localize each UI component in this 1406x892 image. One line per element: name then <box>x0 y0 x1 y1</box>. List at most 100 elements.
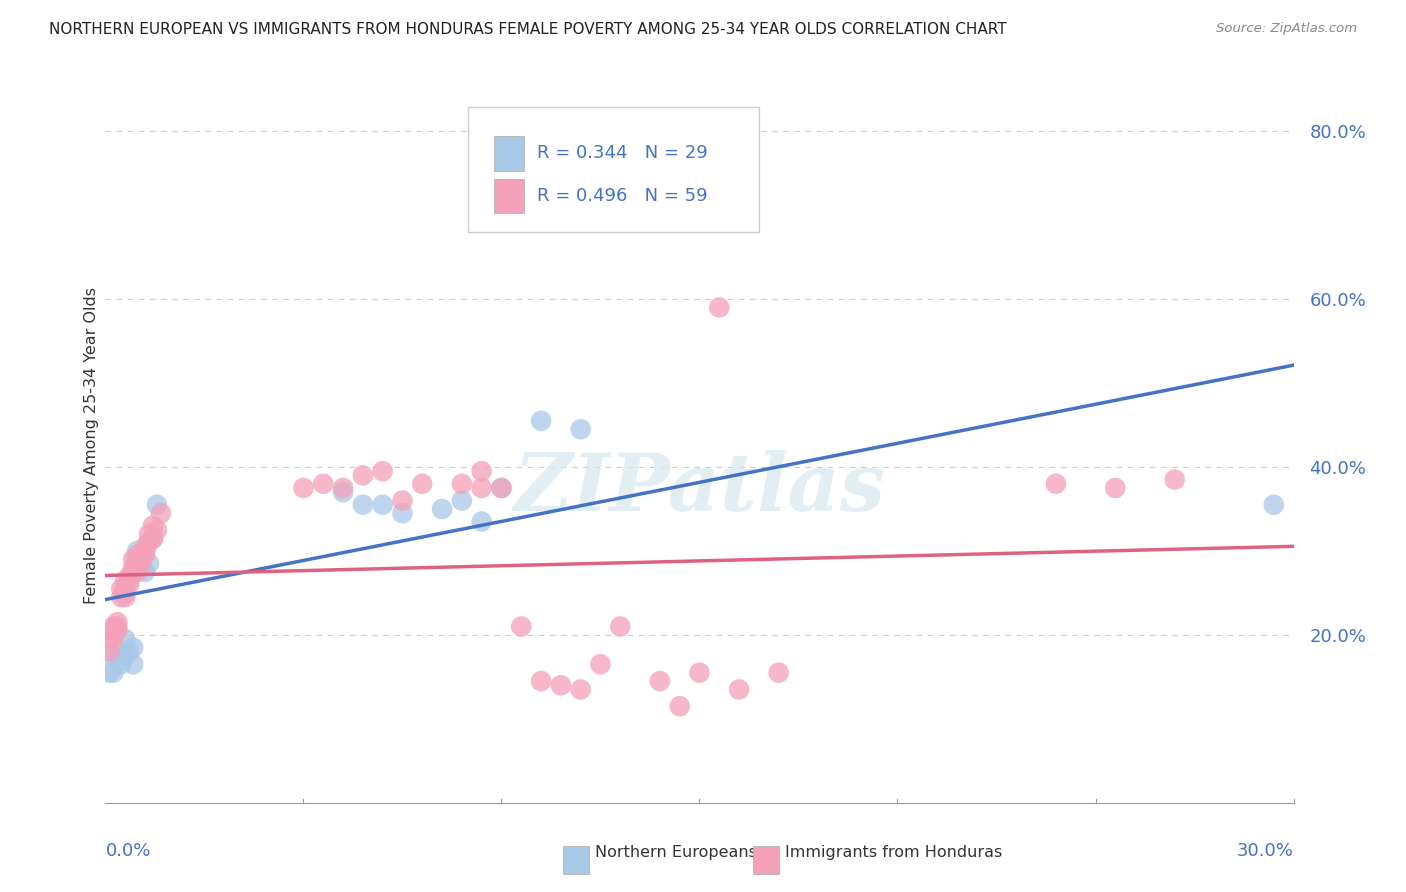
Point <box>114 648 136 663</box>
Point <box>127 544 149 558</box>
Point <box>1104 481 1126 495</box>
Point <box>103 619 125 633</box>
Point <box>450 476 472 491</box>
Point <box>450 493 472 508</box>
Point <box>118 574 141 588</box>
Point <box>530 674 553 689</box>
Point <box>98 645 121 659</box>
Point <box>1263 498 1285 512</box>
Point <box>430 502 453 516</box>
Point <box>352 468 374 483</box>
Point <box>768 665 790 680</box>
Point <box>312 476 335 491</box>
Point <box>142 518 165 533</box>
Point <box>648 674 671 689</box>
Point <box>103 624 125 638</box>
Point <box>103 665 125 680</box>
Point <box>1045 476 1067 491</box>
Point <box>352 498 374 512</box>
Text: 30.0%: 30.0% <box>1237 842 1294 860</box>
Point <box>114 574 136 588</box>
Text: Source: ZipAtlas.com: Source: ZipAtlas.com <box>1216 22 1357 36</box>
Point <box>138 527 160 541</box>
Point <box>550 678 572 692</box>
Point <box>510 619 533 633</box>
Point <box>371 464 394 478</box>
Point <box>530 414 553 428</box>
Point <box>118 577 141 591</box>
Point <box>149 506 172 520</box>
Point <box>134 544 156 558</box>
Point <box>142 532 165 546</box>
Text: ZIPatlas: ZIPatlas <box>513 450 886 527</box>
Text: 0.0%: 0.0% <box>105 842 150 860</box>
Point <box>569 422 592 436</box>
Point <box>491 481 513 495</box>
Point <box>589 657 612 672</box>
Point <box>142 532 165 546</box>
Point <box>146 498 169 512</box>
FancyBboxPatch shape <box>562 846 589 874</box>
Point <box>668 699 690 714</box>
Point <box>105 615 128 630</box>
Point <box>146 523 169 537</box>
Point <box>122 657 145 672</box>
Point <box>127 565 149 579</box>
Point <box>491 481 513 495</box>
Point <box>103 648 125 663</box>
Point <box>114 632 136 646</box>
Point <box>122 640 145 655</box>
Point <box>127 560 149 574</box>
Point <box>122 552 145 566</box>
Point <box>471 515 494 529</box>
Text: NORTHERN EUROPEAN VS IMMIGRANTS FROM HONDURAS FEMALE POVERTY AMONG 25-34 YEAR OL: NORTHERN EUROPEAN VS IMMIGRANTS FROM HON… <box>49 22 1007 37</box>
Point <box>98 665 121 680</box>
Point <box>127 557 149 571</box>
Point <box>689 665 711 680</box>
Point <box>105 648 128 663</box>
Point <box>292 481 315 495</box>
FancyBboxPatch shape <box>494 179 523 213</box>
FancyBboxPatch shape <box>754 846 779 874</box>
Y-axis label: Female Poverty Among 25-34 Year Olds: Female Poverty Among 25-34 Year Olds <box>84 287 98 605</box>
Point <box>114 586 136 600</box>
Point <box>134 540 156 554</box>
Point <box>114 590 136 604</box>
Point <box>471 464 494 478</box>
Text: Northern Europeans: Northern Europeans <box>595 846 756 860</box>
Point <box>471 481 494 495</box>
Point <box>129 557 152 571</box>
Point <box>371 498 394 512</box>
Point <box>391 506 413 520</box>
Point <box>138 535 160 549</box>
Point <box>98 632 121 646</box>
FancyBboxPatch shape <box>494 136 523 170</box>
Text: R = 0.496   N = 59: R = 0.496 N = 59 <box>537 187 707 205</box>
Point <box>391 493 413 508</box>
Point <box>105 619 128 633</box>
Point <box>609 619 631 633</box>
FancyBboxPatch shape <box>468 107 759 232</box>
Point <box>332 485 354 500</box>
Point <box>411 476 433 491</box>
Point <box>728 682 751 697</box>
Point <box>134 565 156 579</box>
Text: R = 0.344   N = 29: R = 0.344 N = 29 <box>537 145 707 162</box>
Point <box>110 590 132 604</box>
Point <box>709 301 731 315</box>
Point <box>129 557 152 571</box>
Point <box>127 548 149 562</box>
Point <box>103 632 125 646</box>
Point <box>110 582 132 596</box>
Point <box>569 682 592 697</box>
Point <box>110 657 132 672</box>
Point <box>134 548 156 562</box>
Point <box>138 557 160 571</box>
Point <box>332 481 354 495</box>
Point <box>114 582 136 596</box>
Point <box>134 544 156 558</box>
Point <box>122 565 145 579</box>
Point <box>118 645 141 659</box>
Point <box>122 560 145 574</box>
Point <box>118 569 141 583</box>
